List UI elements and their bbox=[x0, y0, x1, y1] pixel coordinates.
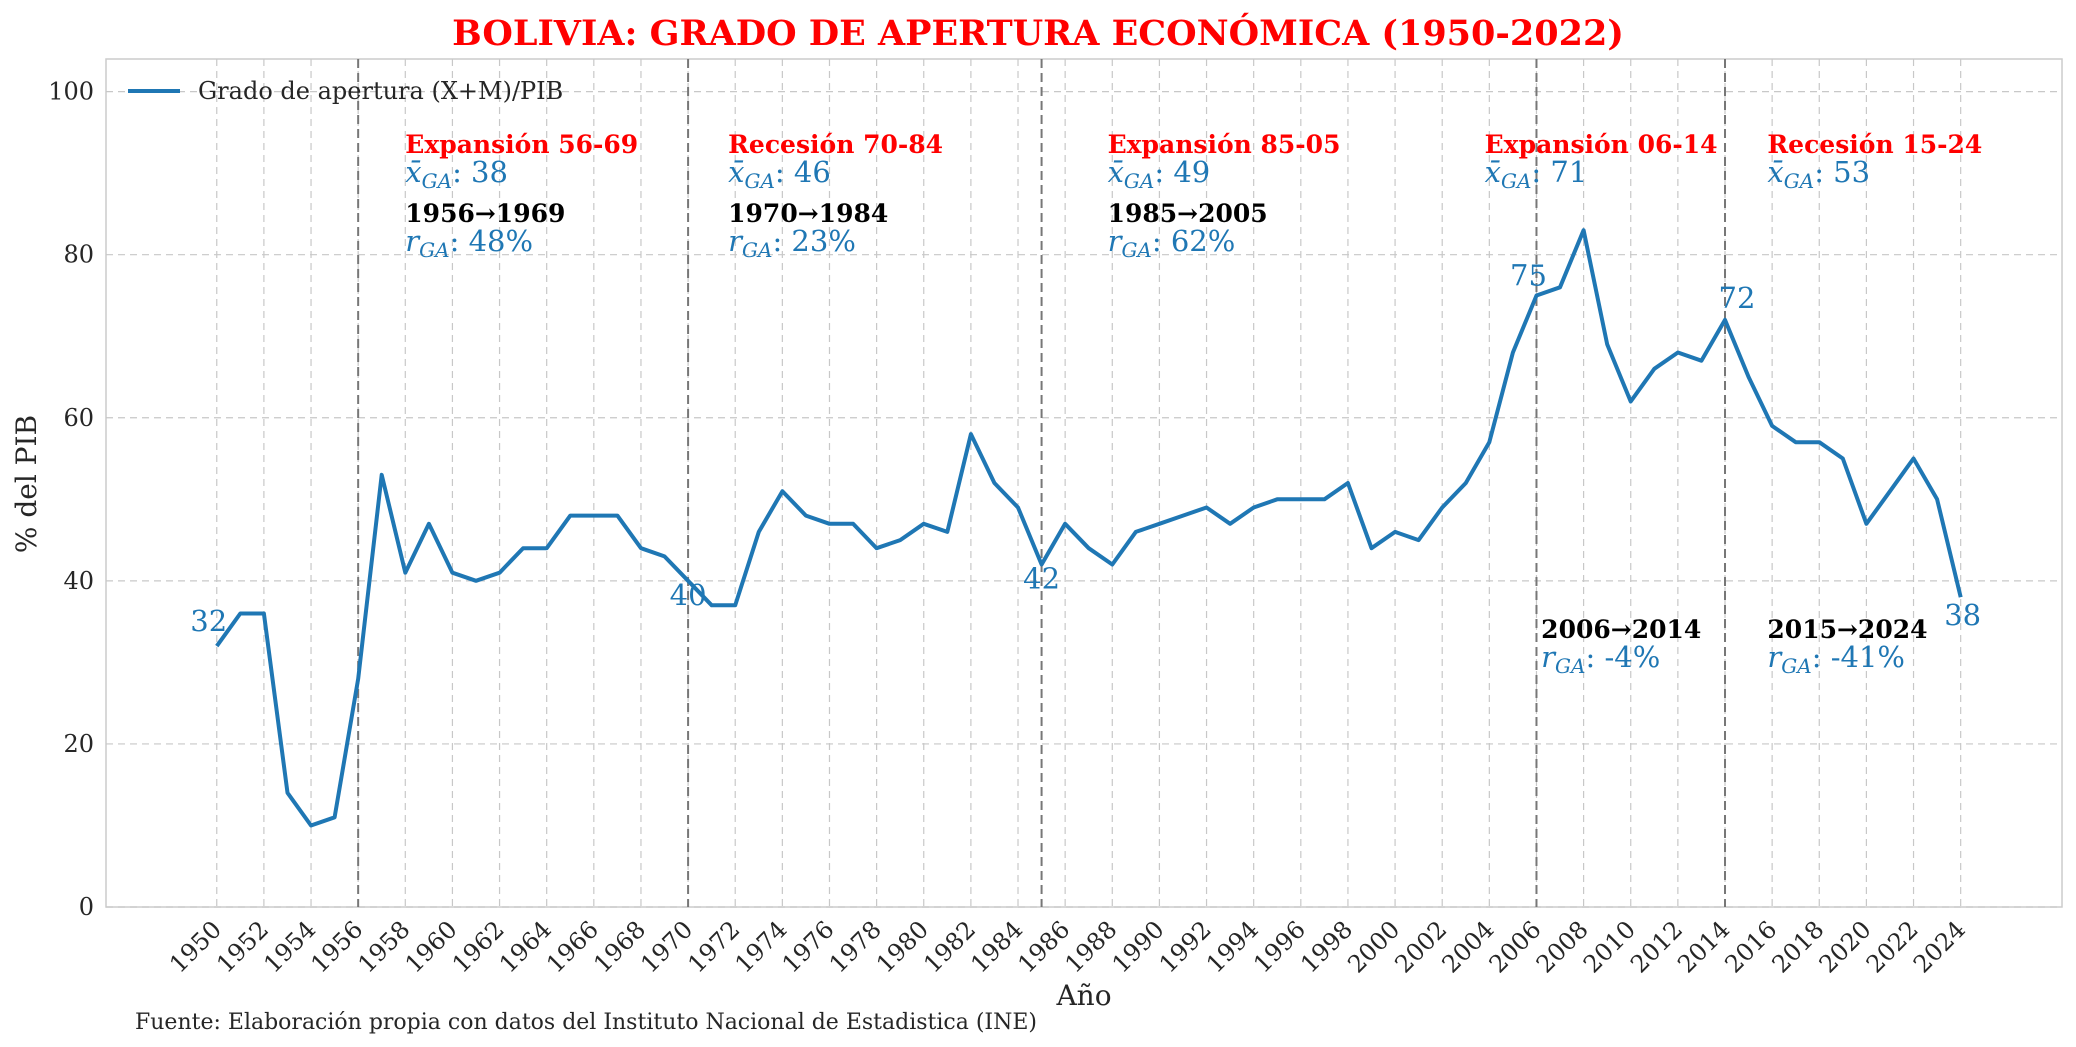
point-label: 75 bbox=[1510, 258, 1547, 292]
x-tick-label: 2010 bbox=[1578, 915, 1641, 978]
period-rate: rGA: -4% bbox=[1541, 640, 1660, 678]
point-label: 40 bbox=[670, 578, 707, 612]
plot-area bbox=[105, 58, 2063, 908]
x-tick-label: 1964 bbox=[494, 915, 557, 978]
period-title: Expansión 06-14 bbox=[1485, 130, 1718, 159]
legend: Grado de apertura (X+M)/PIB bbox=[128, 77, 563, 105]
period-title: Recesión 70-84 bbox=[728, 130, 943, 159]
period-mean: x̄GA: 71 bbox=[1485, 155, 1588, 193]
period-mean: x̄GA: 53 bbox=[1767, 155, 1870, 193]
series-line bbox=[215, 228, 1963, 828]
x-axis-ticks: 1950195219541956195819601962196419661968… bbox=[164, 915, 1971, 978]
y-axis-ticks: 0 20 40 60 80 100 bbox=[48, 78, 94, 921]
period-title: Expansión 85-05 bbox=[1108, 130, 1341, 159]
period-rate: rGA: 48% bbox=[405, 224, 533, 262]
point-labels: 32 40 42 75 72 38 bbox=[190, 258, 1981, 638]
point-label: 38 bbox=[1944, 598, 1981, 632]
x-tick-label: 1994 bbox=[1201, 915, 1264, 978]
period-range: 1985→2005 bbox=[1108, 199, 1268, 228]
point-label: 32 bbox=[190, 604, 227, 638]
y-tick-label: 80 bbox=[63, 241, 94, 269]
legend-label: Grado de apertura (X+M)/PIB bbox=[198, 77, 563, 105]
x-tick-label: 1972 bbox=[682, 915, 745, 978]
x-tick-label: 1956 bbox=[305, 915, 368, 978]
x-tick-label: 1960 bbox=[400, 915, 463, 978]
x-tick-label: 1982 bbox=[918, 915, 981, 978]
x-tick-label: 1990 bbox=[1107, 915, 1170, 978]
x-tick-label: 1998 bbox=[1295, 915, 1358, 978]
period-range: 1970→1984 bbox=[728, 199, 888, 228]
x-tick-label: 1976 bbox=[777, 915, 840, 978]
plot-frame bbox=[105, 58, 2063, 908]
x-tick-label: 1978 bbox=[824, 915, 887, 978]
x-tick-label: 1988 bbox=[1060, 915, 1123, 978]
period-title: Expansión 56-69 bbox=[405, 130, 638, 159]
x-tick-label: 2006 bbox=[1484, 915, 1547, 978]
x-tick-label: 2012 bbox=[1625, 915, 1688, 978]
x-tick-label: 1954 bbox=[258, 915, 321, 978]
y-axis-label: % del PIB bbox=[10, 415, 43, 553]
x-tick-label: 1996 bbox=[1248, 915, 1311, 978]
x-tick-label: 1992 bbox=[1154, 915, 1217, 978]
x-tick-label: 2002 bbox=[1389, 915, 1452, 978]
period-rate: rGA: 23% bbox=[728, 224, 856, 262]
x-tick-label: 1980 bbox=[871, 915, 934, 978]
y-tick-label: 60 bbox=[63, 404, 94, 432]
x-axis-label: Año bbox=[1055, 979, 1111, 1012]
x-tick-label: 1950 bbox=[164, 915, 227, 978]
period-mean: x̄GA: 49 bbox=[1108, 155, 1211, 193]
grid bbox=[106, 59, 2062, 908]
period-dividers bbox=[357, 59, 1727, 907]
y-tick-label: 0 bbox=[79, 893, 94, 921]
x-tick-label: 1962 bbox=[447, 915, 510, 978]
period-title: Recesión 15-24 bbox=[1767, 130, 1982, 159]
x-tick-label: 2020 bbox=[1814, 915, 1877, 978]
point-label: 72 bbox=[1719, 281, 1756, 315]
x-tick-label: 1952 bbox=[211, 915, 274, 978]
x-tick-label: 2024 bbox=[1908, 915, 1971, 978]
x-tick-label: 2022 bbox=[1861, 915, 1924, 978]
period-range: 2015→2024 bbox=[1767, 615, 1927, 644]
x-tick-label: 2004 bbox=[1437, 915, 1500, 978]
x-tick-label: 1974 bbox=[730, 915, 793, 978]
point-label: 42 bbox=[1023, 562, 1060, 596]
x-tick-label: 2008 bbox=[1531, 915, 1594, 978]
x-tick-label: 1966 bbox=[541, 915, 604, 978]
x-tick-label: 1968 bbox=[588, 915, 651, 978]
period-mean: x̄GA: 46 bbox=[728, 155, 831, 193]
y-tick-label: 20 bbox=[63, 730, 94, 758]
period-range: 2006→2014 bbox=[1541, 615, 1701, 644]
period-rate: rGA: 62% bbox=[1108, 224, 1236, 262]
x-tick-label: 2000 bbox=[1342, 915, 1405, 978]
x-tick-label: 1986 bbox=[1012, 915, 1075, 978]
source-note: Fuente: Elaboración propia con datos del… bbox=[135, 1010, 1037, 1035]
period-range: 1956→1969 bbox=[405, 199, 565, 228]
y-tick-label: 100 bbox=[48, 78, 94, 106]
period-mean: x̄GA: 38 bbox=[405, 155, 508, 193]
x-tick-label: 2016 bbox=[1719, 915, 1782, 978]
x-tick-label: 1984 bbox=[965, 915, 1028, 978]
x-tick-label: 1970 bbox=[635, 915, 698, 978]
x-tick-label: 2018 bbox=[1767, 915, 1830, 978]
x-tick-label: 1958 bbox=[353, 915, 416, 978]
period-rate: rGA: -41% bbox=[1767, 640, 1905, 678]
x-tick-label: 2014 bbox=[1672, 915, 1735, 978]
y-tick-label: 40 bbox=[63, 567, 94, 595]
chart-title: BOLIVIA: GRADO DE APERTURA ECONÓMICA (19… bbox=[452, 12, 1624, 54]
series-layer bbox=[215, 228, 1963, 828]
